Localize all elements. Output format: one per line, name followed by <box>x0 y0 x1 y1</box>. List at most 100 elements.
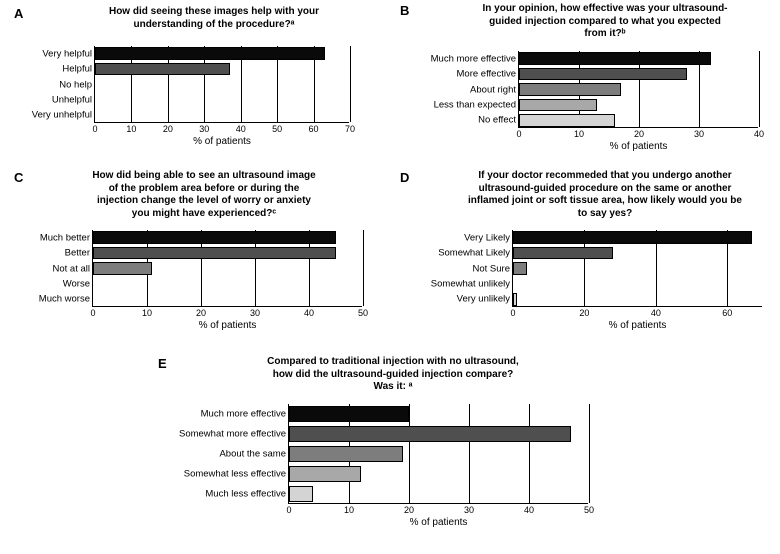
x-tick-label: 0 <box>92 122 97 134</box>
x-tick-label: 10 <box>344 503 354 515</box>
x-tick-label: 10 <box>142 306 152 318</box>
gridline <box>589 404 590 503</box>
panel-c: C How did being able to see an ultrasoun… <box>14 170 374 350</box>
category-label: Very unlikely <box>457 294 513 305</box>
bar-row <box>289 486 588 502</box>
x-tick-label: 0 <box>510 306 515 318</box>
panel-title: Compared to traditional injection with n… <box>228 356 558 394</box>
panel-e: E Compared to traditional injection with… <box>158 356 618 546</box>
x-tick-label: 0 <box>286 503 291 515</box>
x-tick-label: 60 <box>309 122 319 134</box>
panel-letter: D <box>400 170 409 185</box>
category-label: More effective <box>457 69 520 80</box>
bar-row <box>519 68 758 81</box>
category-label: Better <box>65 248 93 259</box>
bar <box>289 426 571 442</box>
panel-title: If your doctor recommeded that you under… <box>445 170 765 220</box>
bar-row <box>93 247 362 260</box>
bar-row <box>289 406 588 422</box>
x-tick-label: 20 <box>579 306 589 318</box>
x-tick-label: 20 <box>196 306 206 318</box>
bar-row <box>519 52 758 65</box>
category-label: Not Sure <box>473 263 514 274</box>
bar <box>95 63 230 76</box>
bar <box>95 47 325 60</box>
category-label: About right <box>470 84 519 95</box>
plot-area: 010203040Much more effectiveMore effecti… <box>518 51 758 128</box>
bar-row <box>95 47 349 60</box>
gridline <box>759 51 760 127</box>
x-tick-label: 30 <box>464 503 474 515</box>
category-label: Very helpful <box>42 48 95 59</box>
bar <box>289 466 361 482</box>
plot-area: 010203040506070Very helpfulHelpfulNo hel… <box>94 46 349 123</box>
x-tick-label: 50 <box>358 306 368 318</box>
x-tick-label: 50 <box>272 122 282 134</box>
bar-row <box>519 99 758 112</box>
x-tick-label: 40 <box>754 127 764 139</box>
panel-letter: C <box>14 170 23 185</box>
bar-row <box>519 83 758 96</box>
category-label: Much less effective <box>205 489 289 500</box>
bar <box>519 99 597 112</box>
x-tick-label: 20 <box>634 127 644 139</box>
bar <box>289 446 403 462</box>
category-label: Less than expected <box>434 99 519 110</box>
bar <box>519 83 621 96</box>
bar <box>519 68 687 81</box>
x-tick-label: 0 <box>90 306 95 318</box>
bar-row <box>93 231 362 244</box>
category-label: Unhelpful <box>52 94 95 105</box>
category-label: About the same <box>219 449 289 460</box>
plot-area: 01020304050Much betterBetterNot at allWo… <box>92 230 362 307</box>
x-axis-title: % of patients <box>193 136 251 147</box>
category-label: Somewhat more effective <box>179 429 289 440</box>
bar-row <box>93 278 362 291</box>
category-label: Not at all <box>53 263 94 274</box>
bar <box>513 247 613 260</box>
panel-letter: B <box>400 3 409 18</box>
x-axis-title: % of patients <box>410 517 468 528</box>
x-tick-label: 50 <box>584 503 594 515</box>
bar-row <box>513 231 762 244</box>
gridline <box>350 46 351 122</box>
bar <box>289 406 409 422</box>
x-tick-label: 30 <box>199 122 209 134</box>
bar-row <box>95 78 349 91</box>
x-axis-title: % of patients <box>610 141 668 152</box>
bar-row <box>519 114 758 127</box>
x-axis-title: % of patients <box>609 320 667 331</box>
x-tick-label: 70 <box>345 122 355 134</box>
x-tick-label: 30 <box>250 306 260 318</box>
x-tick-label: 40 <box>236 122 246 134</box>
x-tick-label: 10 <box>126 122 136 134</box>
panel-title: In your opinion, how effective was your … <box>450 3 760 41</box>
bar-row <box>513 293 762 306</box>
panel-b: B In your opinion, how effective was you… <box>400 3 770 163</box>
bar-row <box>513 262 762 275</box>
x-tick-label: 40 <box>524 503 534 515</box>
x-tick-label: 30 <box>694 127 704 139</box>
panel-title: How did seeing these images help with yo… <box>74 6 354 31</box>
bar <box>289 486 313 502</box>
bar-row <box>289 426 588 442</box>
bar <box>93 231 336 244</box>
category-label: No help <box>59 79 95 90</box>
category-label: Helpful <box>62 64 95 75</box>
category-label: Much better <box>40 232 93 243</box>
bar-row <box>95 63 349 76</box>
bar <box>519 52 711 65</box>
plot-area: 01020304050Much more effectiveSomewhat m… <box>288 404 588 504</box>
category-label: Somewhat less effective <box>184 469 289 480</box>
bar <box>513 231 752 244</box>
category-label: Very Likely <box>464 232 513 243</box>
x-tick-label: 20 <box>404 503 414 515</box>
bar-row <box>95 109 349 122</box>
category-label: Much more effective <box>431 53 519 64</box>
bar <box>519 114 615 127</box>
x-tick-label: 0 <box>516 127 521 139</box>
bar-row <box>289 446 588 462</box>
panel-letter: E <box>158 356 167 371</box>
bar-row <box>289 466 588 482</box>
category-label: Very unhelpful <box>32 110 95 121</box>
